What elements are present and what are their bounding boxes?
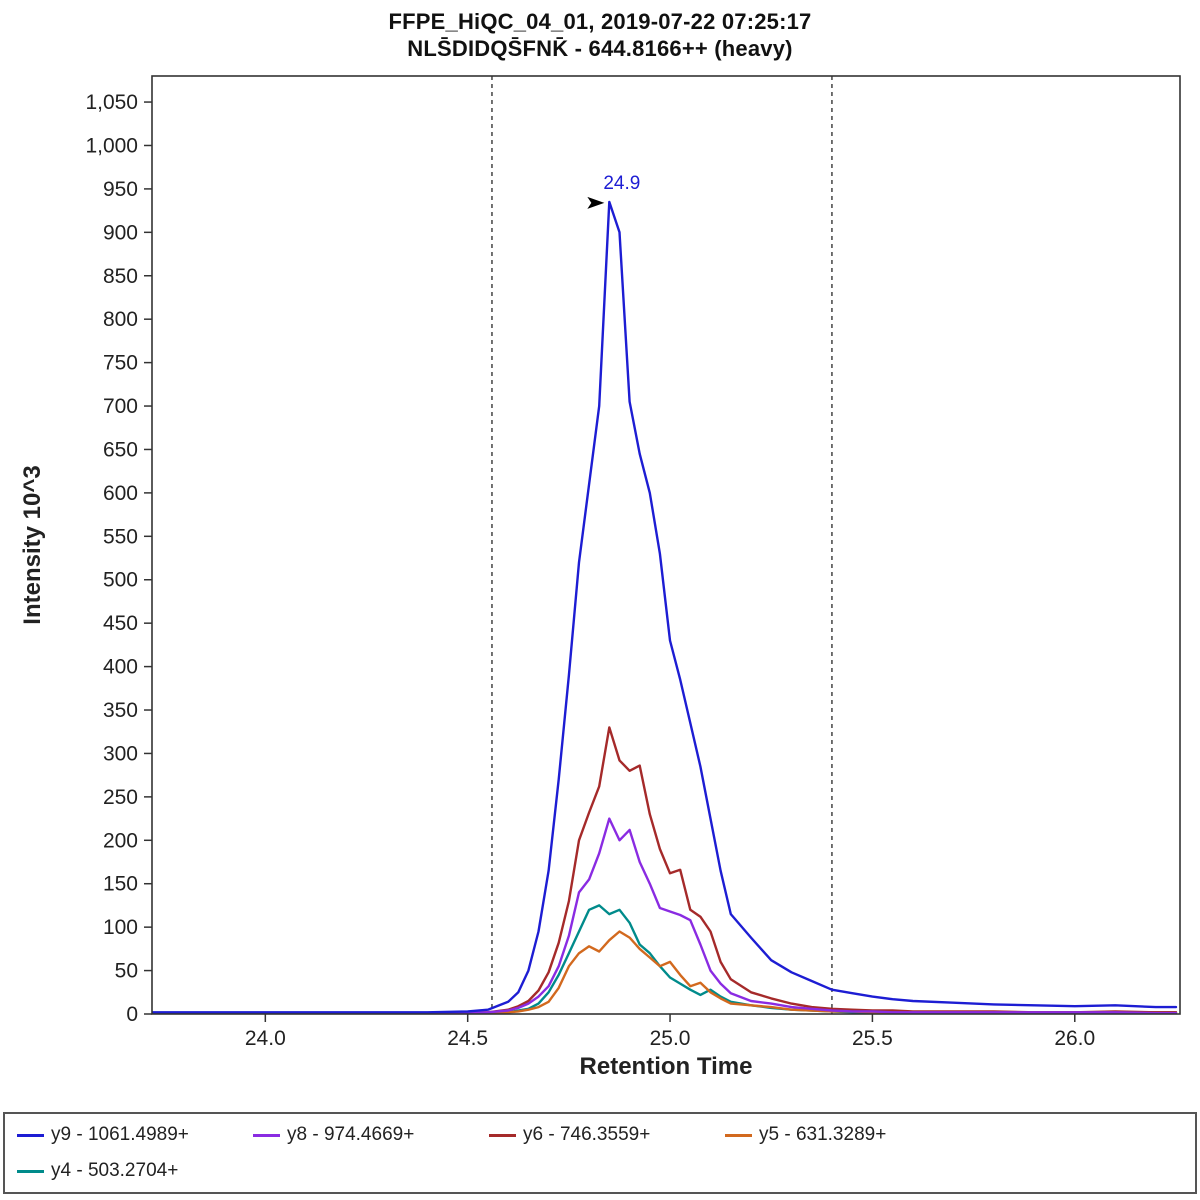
legend-item-y4: y4 - 503.2704+ <box>17 1160 253 1182</box>
best-peak-arrow-icon <box>587 196 605 209</box>
legend-line-swatch-y4 <box>17 1169 44 1173</box>
y-tick-label: 50 <box>115 960 138 983</box>
legend-item-y5: y5 - 631.3289+ <box>725 1124 961 1146</box>
x-tick-label: 25.0 <box>650 1027 691 1050</box>
peak-rt-annotation: 24.9 <box>603 173 640 194</box>
y-tick-label: 850 <box>103 265 138 288</box>
y-tick-label: 250 <box>103 786 138 809</box>
legend-line-swatch-y6 <box>489 1133 516 1137</box>
legend-label-y9: y9 - 1061.4989+ <box>51 1124 189 1145</box>
legend-item-y8: y8 - 974.4669+ <box>253 1124 489 1146</box>
y-tick-label: 300 <box>103 742 138 765</box>
y-tick-label: 700 <box>103 395 138 418</box>
y-tick-label: 650 <box>103 438 138 461</box>
series-line-y9 <box>152 200 1178 1014</box>
x-tick-label: 24.5 <box>447 1027 488 1050</box>
legend-line-swatch-y8 <box>253 1133 280 1137</box>
x-tick-label: 25.5 <box>852 1027 893 1050</box>
y-tick-label: 600 <box>103 482 138 505</box>
y-tick-label: 150 <box>103 873 138 896</box>
chart-header: FFPE_HiQC_04_01, 2019-07-22 07:25:17 NLS… <box>0 0 1200 62</box>
x-tick-label: 24.0 <box>245 1027 286 1050</box>
y-tick-label: 500 <box>103 569 138 592</box>
legend: y9 - 1061.4989+ y8 - 974.4669+ y6 - 746.35… <box>3 1112 1197 1194</box>
y-tick-label: 200 <box>103 829 138 852</box>
legend-label-y5: y5 - 631.3289+ <box>759 1124 887 1145</box>
y-tick-label: 0 <box>126 1003 138 1026</box>
legend-item-y6: y6 - 746.3559+ <box>489 1124 725 1146</box>
y-tick-label: 400 <box>103 656 138 679</box>
legend-label-y6: y6 - 746.3559+ <box>523 1124 651 1145</box>
y-tick-label: 1,050 <box>85 91 138 114</box>
y-tick-label: 550 <box>103 525 138 548</box>
y-tick-label: 950 <box>103 178 138 201</box>
x-tick-label: 26.0 <box>1054 1027 1095 1050</box>
x-axis-title: Retention Time <box>580 1053 753 1080</box>
plot-frame <box>151 75 1181 1015</box>
y-tick-label: 450 <box>103 612 138 635</box>
y-axis-title: Intensity 10^3 <box>19 465 46 624</box>
legend-line-swatch-y9 <box>17 1133 44 1137</box>
series-line-y8 <box>152 817 1178 1014</box>
legend-label-y8: y8 - 974.4669+ <box>287 1124 415 1145</box>
legend-line-swatch-y5 <box>725 1133 752 1137</box>
chromatogram-plot[interactable]: 0 50 100 150 200 250 300 350 400 450 500 550 600 650 7… <box>0 62 1200 1110</box>
series-line-y4 <box>152 904 1178 1014</box>
legend-label-y4: y4 - 503.2704+ <box>51 1160 179 1181</box>
y-tick-label: 350 <box>103 699 138 722</box>
y-tick-label: 100 <box>103 916 138 939</box>
chart-title-peptide: NLS̄DIDQS̄FNK̄ - 644.8166++ (heavy) <box>407 36 793 61</box>
chart-title-run: FFPE_HiQC_04_01, 2019-07-22 07:25:17 <box>388 9 812 34</box>
y-tick-label: 900 <box>103 221 138 244</box>
y-tick-label: 800 <box>103 308 138 331</box>
legend-item-y9: y9 - 1061.4989+ <box>17 1124 253 1146</box>
y-tick-label: 750 <box>103 352 138 375</box>
y-tick-label: 1,000 <box>85 134 138 157</box>
